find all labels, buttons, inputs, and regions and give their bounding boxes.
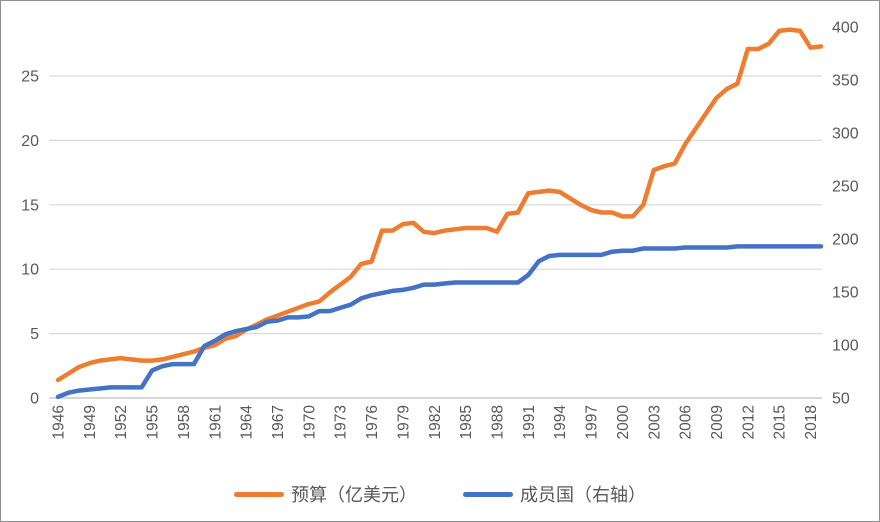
x-axis-tick-label: 1955 bbox=[145, 405, 162, 439]
x-axis-tick-label: 1985 bbox=[458, 405, 475, 439]
legend-item-members: 成员国（右轴） bbox=[463, 481, 646, 507]
x-axis-tick-label: 2000 bbox=[615, 405, 632, 440]
x-axis-tick-label: 1982 bbox=[427, 405, 444, 439]
x-axis-tick-label: 2006 bbox=[678, 405, 695, 439]
right-axis-tick-label: 250 bbox=[832, 179, 859, 196]
legend-label-members: 成员国（右轴） bbox=[520, 485, 646, 505]
right-axis-ticks: 50 100 150 200 250 300 350 400 bbox=[832, 20, 859, 408]
left-axis-tick-label: 10 bbox=[21, 262, 39, 279]
x-axis-tick-label: 2009 bbox=[709, 405, 726, 439]
right-axis-tick-label: 200 bbox=[832, 232, 859, 249]
x-axis-ticks: 1946 1949 1952 1955 1958 1961 1964 1967 1970 1973… bbox=[51, 405, 821, 440]
x-axis-tick-label: 1979 bbox=[395, 405, 412, 439]
x-axis-tick-label: 2018 bbox=[803, 405, 820, 439]
x-axis-tick-label: 1961 bbox=[207, 405, 224, 439]
right-axis-tick-label: 300 bbox=[832, 126, 859, 143]
budget-line-swatch bbox=[234, 491, 284, 497]
chart-legend: 预算（亿美元） 成员国（右轴） bbox=[1, 481, 879, 507]
x-axis-tick-label: 1946 bbox=[51, 405, 68, 439]
x-axis-tick-label: 1994 bbox=[552, 405, 569, 440]
right-axis-tick-label: 400 bbox=[832, 20, 859, 37]
x-axis-tick-label: 1958 bbox=[176, 405, 193, 439]
left-axis-tick-label: 20 bbox=[21, 133, 39, 150]
x-axis-tick-label: 1970 bbox=[301, 405, 318, 440]
x-axis-tick-label: 1991 bbox=[521, 405, 538, 439]
x-axis-tick-label: 1967 bbox=[270, 405, 287, 439]
left-axis-ticks: 0 5 10 15 20 25 bbox=[21, 69, 39, 408]
left-axis-tick-label: 0 bbox=[30, 391, 39, 408]
x-axis-tick-label: 2012 bbox=[740, 405, 757, 439]
left-axis-tick-label: 25 bbox=[21, 69, 39, 86]
x-axis-tick-label: 1988 bbox=[490, 405, 507, 439]
x-axis-tick-label: 1973 bbox=[333, 405, 350, 439]
members-series-line bbox=[55, 244, 824, 400]
right-axis-tick-label: 50 bbox=[832, 391, 850, 408]
x-axis-tick-label: 1976 bbox=[364, 405, 381, 439]
x-axis-tick-label: 2003 bbox=[646, 405, 663, 439]
gridlines bbox=[49, 75, 822, 399]
left-axis-tick-label: 15 bbox=[21, 197, 39, 214]
x-axis-tick-label: 1952 bbox=[113, 405, 130, 439]
members-line-swatch bbox=[463, 491, 513, 497]
right-axis-tick-label: 100 bbox=[832, 338, 859, 355]
legend-item-budget: 预算（亿美元） bbox=[234, 481, 417, 507]
right-axis-tick-label: 350 bbox=[832, 73, 859, 90]
x-axis-tick-label: 1949 bbox=[82, 405, 99, 439]
x-axis-tick-label: 1964 bbox=[239, 405, 256, 440]
x-axis-tick-label: 1997 bbox=[584, 405, 601, 439]
left-axis-tick-label: 5 bbox=[30, 326, 39, 343]
right-axis-tick-label: 150 bbox=[832, 285, 859, 302]
x-axis-tick-label: 2015 bbox=[772, 405, 789, 439]
legend-label-budget: 预算（亿美元） bbox=[291, 485, 417, 505]
budget-series-line bbox=[55, 27, 824, 383]
